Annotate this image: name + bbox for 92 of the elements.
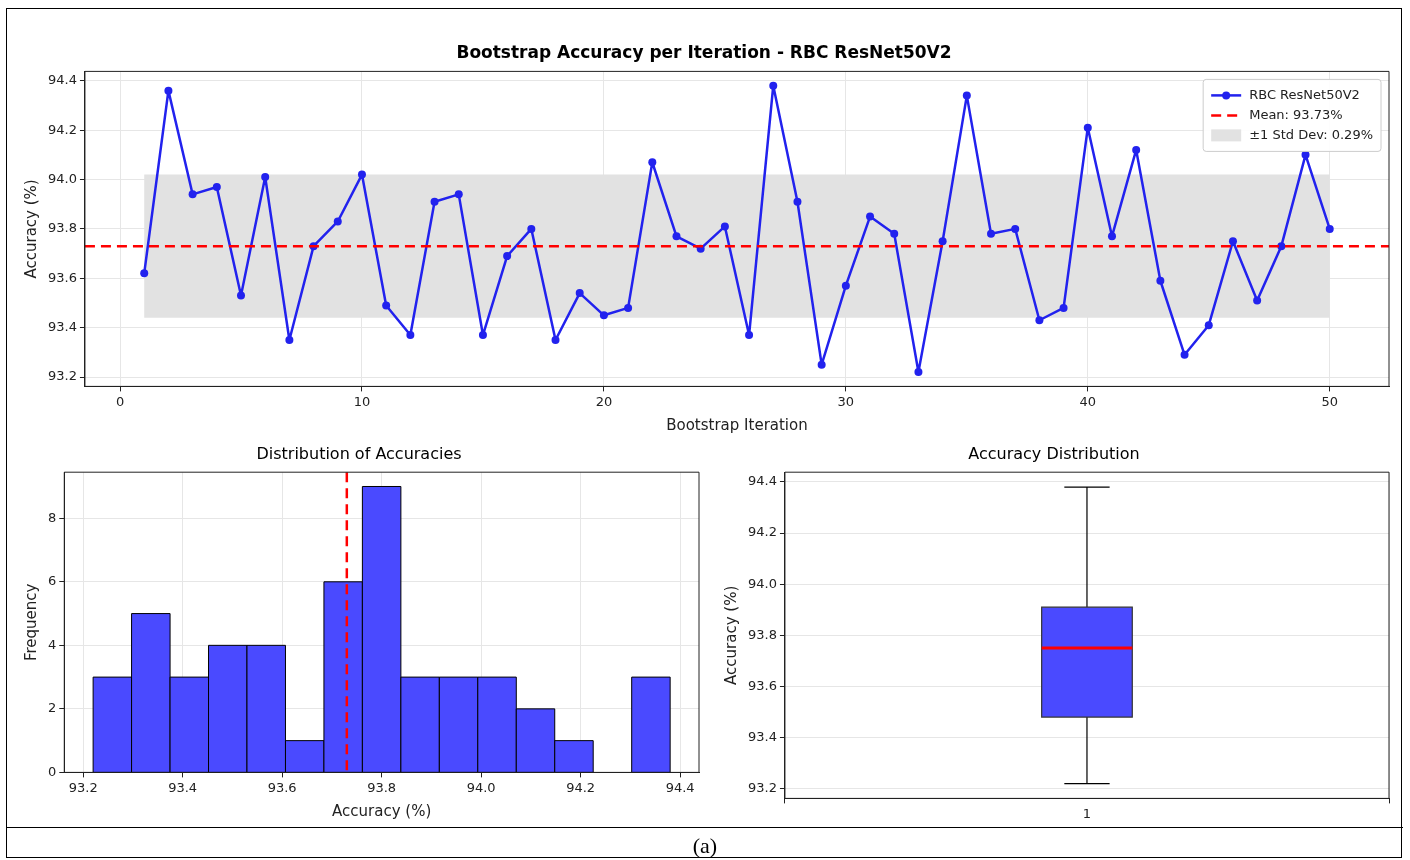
text: (a)	[692, 833, 718, 858]
point	[1277, 242, 1286, 251]
x-tick-label: 93.8	[367, 779, 397, 795]
point	[551, 335, 560, 344]
chart-title: Bootstrap Accuracy per Iteration - RBC ResNet50V2	[456, 41, 952, 62]
point	[1035, 316, 1044, 325]
y-tick-label: 94.2	[47, 121, 77, 137]
y-tick-label: 93.4	[747, 728, 777, 744]
x-tick-label: 1	[1082, 805, 1092, 821]
legend-label: ±1 Std Dev: 0.29%	[1249, 126, 1374, 142]
point	[237, 291, 245, 300]
point	[285, 335, 294, 344]
x-tick-label: 10	[353, 393, 371, 409]
y-axis-title: Accuracy (%)	[21, 179, 40, 279]
point	[1180, 350, 1189, 359]
y-axis-title: Accuracy (%)	[721, 585, 740, 685]
y-tick-label: 4	[47, 636, 57, 652]
point	[1253, 296, 1262, 305]
point	[1301, 150, 1310, 159]
point	[793, 197, 802, 206]
x-tick-label: 30	[837, 393, 855, 409]
point	[890, 229, 899, 238]
point	[406, 331, 415, 340]
point	[575, 289, 584, 298]
point	[962, 91, 971, 100]
legend-label: RBC ResNet50V2	[1249, 86, 1360, 102]
point	[357, 170, 366, 179]
y-tick-label: 93.2	[47, 368, 77, 384]
point	[333, 217, 342, 226]
point	[769, 81, 778, 90]
point	[212, 182, 221, 191]
y-tick-label: 94.4	[47, 72, 77, 88]
point	[866, 212, 875, 221]
x-tick-label: 93.6	[267, 779, 297, 795]
legend-label: Mean: 93.73%	[1249, 106, 1343, 122]
point	[817, 360, 826, 369]
chart-title: Accuracy Distribution	[968, 443, 1140, 463]
x-tick-label: 94.2	[566, 779, 596, 795]
point	[987, 229, 996, 238]
y-tick-label: 6	[47, 573, 57, 589]
point	[1107, 232, 1116, 241]
y-tick-label: 93.4	[47, 319, 77, 335]
point	[648, 158, 657, 167]
y-tick-label: 2	[47, 700, 57, 716]
point	[1059, 303, 1068, 312]
y-tick-label: 94.2	[747, 524, 777, 540]
point	[382, 301, 391, 310]
y-tick-label: 94.0	[747, 575, 777, 591]
x-tick-label: 93.2	[68, 779, 98, 795]
point	[672, 232, 681, 241]
point	[430, 197, 439, 206]
point	[1083, 123, 1092, 132]
point	[1132, 145, 1141, 154]
x-tick-label: 94.4	[665, 779, 695, 795]
point	[1325, 224, 1334, 233]
point	[938, 237, 947, 246]
point	[841, 281, 850, 290]
point	[1228, 237, 1237, 246]
x-tick-label: 94.0	[466, 779, 496, 795]
y-tick-label: 8	[47, 509, 57, 525]
point	[140, 269, 149, 278]
point	[188, 190, 197, 199]
x-tick-label: 20	[595, 393, 613, 409]
y-tick-label: 94.4	[747, 473, 777, 489]
point	[454, 190, 463, 199]
point	[478, 331, 487, 340]
x-tick-label: 0	[115, 393, 125, 409]
point	[599, 311, 608, 320]
point	[1011, 224, 1020, 233]
y-tick-label: 93.6	[47, 269, 77, 285]
y-tick-label: 93.8	[747, 626, 777, 642]
y-tick-label: 93.6	[747, 677, 777, 693]
point	[1204, 321, 1213, 330]
point	[745, 331, 754, 340]
point	[914, 368, 923, 377]
y-axis-title: Frequency	[21, 583, 40, 662]
point	[503, 252, 512, 261]
point	[1156, 276, 1165, 285]
point	[164, 86, 173, 95]
point	[720, 222, 729, 231]
x-axis-title: Bootstrap Iteration	[666, 415, 808, 434]
x-tick-label: 40	[1079, 393, 1097, 409]
point	[261, 173, 270, 182]
point	[624, 303, 633, 312]
y-tick-label: 94.0	[47, 170, 77, 186]
x-tick-label: 93.4	[168, 779, 198, 795]
x-tick-label: 50	[1321, 393, 1338, 409]
point	[527, 224, 536, 233]
y-tick-label: 0	[47, 763, 57, 779]
x-axis-title: Accuracy (%)	[332, 801, 432, 820]
y-tick-label: 93.8	[47, 220, 77, 236]
chart-title: Distribution of Accuracies	[256, 443, 462, 463]
